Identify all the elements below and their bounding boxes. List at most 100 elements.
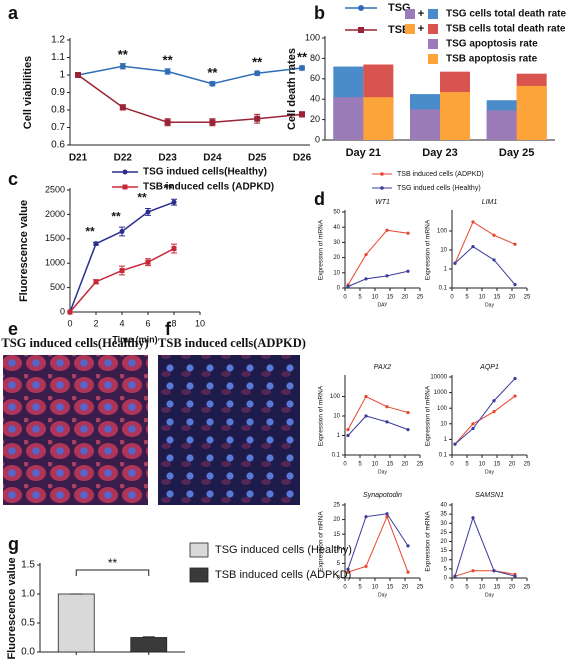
- y-tick-label: 0.6: [51, 140, 65, 151]
- panel-label: b: [314, 3, 325, 23]
- legend-label: TSG indued cells (Healthy): [397, 185, 481, 192]
- series-line: [347, 515, 409, 573]
- y-tick-label: 50: [333, 210, 340, 216]
- y-tick-label: 1: [444, 437, 448, 443]
- data-point: [346, 567, 350, 571]
- data-point: [385, 405, 389, 409]
- x-tick-label: 20: [509, 585, 516, 591]
- series-line: [347, 270, 409, 287]
- y-tick-label: 15: [440, 548, 447, 554]
- data-point: [145, 209, 151, 215]
- y-tick-label: 1.0: [21, 589, 35, 600]
- data-point: [406, 410, 410, 415]
- x-axis-label: Day: [378, 592, 387, 598]
- data-point: [406, 570, 410, 574]
- x-tick-label: 15: [387, 585, 394, 591]
- panel-label: d: [314, 189, 325, 209]
- image-caption: TSB induced cells(ADPKD): [158, 336, 306, 350]
- bar: [363, 97, 394, 140]
- data-point: [299, 65, 305, 71]
- x-tick-label: D24: [203, 153, 222, 164]
- x-tick-label: Day 23: [422, 147, 457, 159]
- data-point: [364, 515, 368, 519]
- data-point: [75, 72, 81, 78]
- data-point: [406, 231, 410, 235]
- y-axis-label: Cell death rates: [286, 48, 298, 130]
- significance: **: [163, 181, 173, 195]
- x-tick-label: 6: [145, 318, 150, 328]
- legend-joiner: +: [418, 23, 424, 35]
- data-point: [453, 442, 457, 446]
- data-point: [406, 544, 410, 548]
- y-tick-label: 2500: [45, 184, 65, 194]
- data-point: [119, 63, 126, 70]
- data-point: [492, 410, 496, 414]
- y-tick-label: 500: [50, 282, 65, 292]
- legend-swatch: [189, 567, 209, 583]
- data-point: [209, 119, 216, 126]
- y-axis-label: Expression of mRNA: [318, 511, 325, 572]
- y-tick-label: 10: [440, 248, 447, 254]
- y-tick-label: 0.0: [21, 647, 35, 658]
- x-tick-label: 25: [417, 295, 424, 301]
- legend-swatch: [189, 542, 209, 558]
- significance: **: [297, 49, 308, 64]
- error-bar: [142, 636, 155, 639]
- series-line: [69, 247, 175, 313]
- x-tick-label: D25: [248, 153, 267, 164]
- legend-swatch: [428, 54, 438, 64]
- x-tick-label: 15: [494, 462, 501, 468]
- subplot-title: LIM1: [482, 199, 498, 206]
- x-tick-label: 5: [358, 462, 362, 468]
- legend-label: TSB induced cells (ADPKD): [143, 182, 274, 193]
- y-tick-label: 10: [333, 546, 340, 552]
- data-point: [471, 516, 475, 520]
- series-line: [77, 65, 303, 85]
- x-tick-label: 10: [195, 318, 205, 328]
- y-tick-label: 0.8: [51, 105, 65, 116]
- x-tick-label: 0: [450, 462, 454, 468]
- x-tick-label: 0: [450, 295, 454, 301]
- legend-label: TSB: [388, 24, 410, 36]
- micrograph: [3, 355, 148, 505]
- data-point: [453, 261, 457, 265]
- data-point: [492, 233, 496, 237]
- x-tick-label: 25: [417, 585, 424, 591]
- bar: [486, 110, 517, 140]
- data-point: [513, 283, 517, 287]
- y-tick-label: 40: [333, 225, 340, 231]
- data-point: [492, 258, 496, 262]
- panel-label: g: [8, 534, 19, 554]
- x-tick-label: 25: [524, 295, 531, 301]
- x-tick-label: 5: [465, 585, 469, 591]
- y-tick-label: 40: [440, 503, 447, 509]
- data-point: [93, 279, 99, 285]
- significance: **: [85, 224, 95, 238]
- data-point: [406, 269, 410, 273]
- legend-marker: [122, 169, 128, 175]
- x-tick-label: 20: [509, 295, 516, 301]
- y-tick-label: 25: [440, 530, 447, 536]
- y-tick-label: 0: [60, 306, 65, 316]
- x-tick-label: 5: [465, 462, 469, 468]
- legend-marker: [358, 5, 364, 11]
- legend-marker: [358, 27, 364, 33]
- y-tick-label: 80: [310, 53, 320, 63]
- y-axis-label: Fluorescence value: [6, 557, 18, 659]
- data-point: [171, 199, 177, 205]
- data-point: [364, 564, 368, 568]
- y-tick-label: 2000: [45, 209, 65, 219]
- data-point: [385, 420, 389, 424]
- data-point: [471, 426, 475, 431]
- y-tick-label: 20: [440, 539, 447, 545]
- data-point: [364, 277, 368, 281]
- data-point: [513, 376, 517, 381]
- x-axis-label: Day: [485, 592, 494, 598]
- legend-marker: [380, 186, 384, 190]
- subplot-title: PAX2: [374, 364, 391, 371]
- x-tick-label: 10: [372, 462, 379, 468]
- x-tick-label: D26: [293, 153, 312, 164]
- y-tick-label: 1: [337, 433, 341, 439]
- panel-label: c: [8, 169, 18, 189]
- significance: **: [163, 52, 174, 67]
